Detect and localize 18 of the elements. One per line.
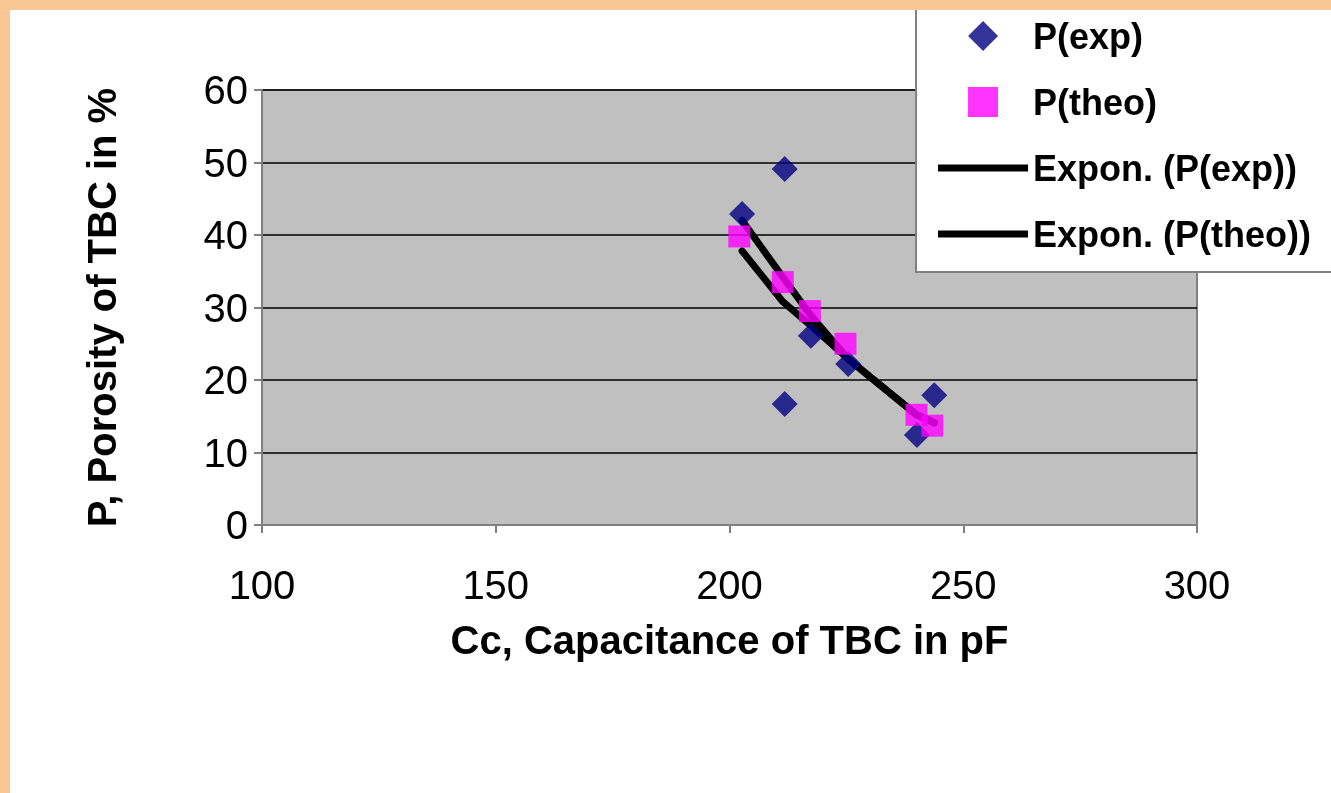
y-tick-label: 50 xyxy=(203,140,248,185)
x-tick-label: 100 xyxy=(228,563,296,607)
x-tick-label: 300 xyxy=(1163,563,1231,607)
y-tick-label: 10 xyxy=(203,430,248,475)
x-tick-label: 250 xyxy=(929,563,997,607)
y-tick-label: 60 xyxy=(203,68,248,112)
legend-label: P(theo) xyxy=(1033,81,1158,123)
y-tick-label: 20 xyxy=(203,358,248,402)
y-tick-label: 30 xyxy=(203,285,248,330)
legend-label: Expon. (P(theo)) xyxy=(1033,213,1312,255)
x-tick-label: 150 xyxy=(462,563,530,607)
x-axis-title: Cc, Capacitance of TBC in pF xyxy=(450,618,1009,662)
y-tick-label: 40 xyxy=(203,213,248,257)
legend-label: P(exp) xyxy=(1033,15,1144,57)
y-tick-label: 0 xyxy=(225,503,248,547)
x-tick-label: 200 xyxy=(696,563,763,607)
legend-label: Expon. (P(exp)) xyxy=(1033,147,1298,189)
y-axis-title: P, Porosity of TBC in % xyxy=(80,87,124,528)
